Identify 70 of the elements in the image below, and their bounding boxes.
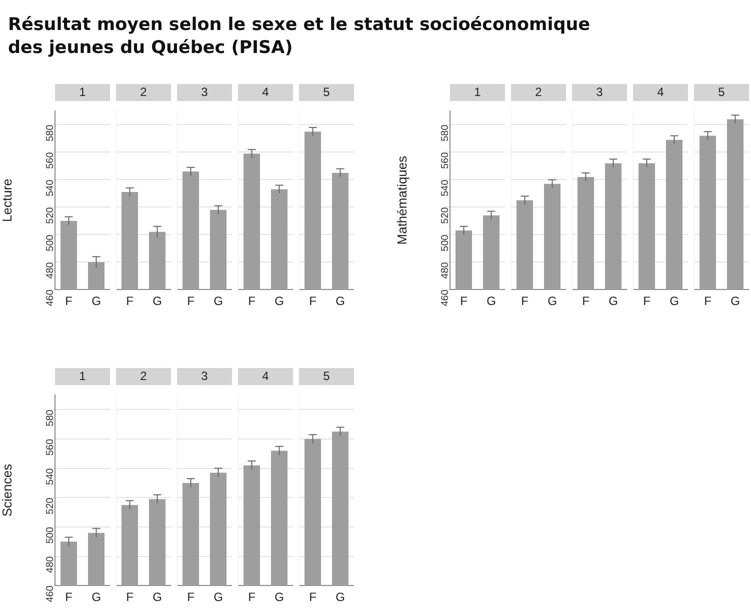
y-tick-label: 480 bbox=[44, 262, 56, 279]
x-tick-label: G bbox=[670, 294, 679, 308]
x-tick-label: G bbox=[152, 590, 162, 604]
x-tick-label: G bbox=[336, 294, 345, 308]
x-tick-label: F bbox=[126, 294, 134, 308]
y-tick-label: 520 bbox=[44, 497, 56, 514]
x-tick-label: G bbox=[92, 590, 101, 604]
y-tick-label: 560 bbox=[44, 438, 56, 456]
y-tick-label: 540 bbox=[44, 468, 56, 485]
y-tick-label: 560 bbox=[440, 152, 451, 169]
x-tick-label: F bbox=[248, 590, 256, 604]
x-tick-label: F bbox=[65, 590, 72, 604]
x-tick-label: G bbox=[214, 590, 223, 604]
y-tick-label: 460 bbox=[44, 289, 56, 306]
chart-title: 2 bbox=[511, 84, 566, 101]
x-tick-label: G bbox=[336, 590, 345, 604]
chart-title: 5 bbox=[299, 84, 354, 101]
x-tick-label: F bbox=[309, 590, 316, 604]
x-tick-label: F bbox=[187, 590, 194, 604]
y-tick-label: 520 bbox=[44, 206, 56, 224]
chart-title: 4 bbox=[238, 368, 293, 385]
y-tick-label: 560 bbox=[44, 152, 56, 169]
chart-title: 5 bbox=[694, 84, 749, 101]
x-tick-label: F bbox=[582, 294, 590, 308]
x-tick-label: F bbox=[309, 294, 316, 308]
y-tick-label: 580 bbox=[44, 124, 56, 142]
chart-title: 2 bbox=[116, 84, 171, 101]
chart-title: 3 bbox=[177, 368, 232, 385]
y-axis-title: Lecture bbox=[0, 178, 14, 222]
y-tick-label: 480 bbox=[44, 556, 56, 573]
y-tick-label: 500 bbox=[440, 234, 451, 252]
chart-title: 4 bbox=[633, 84, 688, 101]
chart-title: 3 bbox=[177, 84, 232, 101]
x-tick-label: F bbox=[187, 294, 194, 308]
x-tick-label: G bbox=[92, 294, 101, 308]
y-tick-label: 480 bbox=[440, 262, 451, 279]
y-axis-title: Sciences bbox=[0, 463, 14, 517]
y-tick-label: 540 bbox=[440, 179, 451, 196]
chart-title: 5 bbox=[299, 368, 354, 385]
x-tick-label: G bbox=[274, 294, 284, 308]
x-tick-label: F bbox=[126, 590, 134, 604]
y-tick-label: 580 bbox=[440, 124, 451, 142]
y-tick-label: 500 bbox=[44, 526, 56, 544]
x-tick-label: F bbox=[460, 294, 468, 308]
x-tick-label: F bbox=[521, 294, 528, 308]
x-tick-label: G bbox=[548, 294, 557, 308]
y-tick-label: 460 bbox=[44, 585, 56, 602]
y-tick-label: 500 bbox=[44, 234, 56, 252]
x-tick-label: G bbox=[214, 294, 223, 308]
x-tick-label: G bbox=[152, 294, 162, 308]
text: Résultat moyen selon le sexe et le statut socioéconomique des jeunes du Québec (PISA) bbox=[8, 14, 592, 60]
y-tick-label: 540 bbox=[44, 179, 56, 196]
chart-title: 4 bbox=[238, 84, 293, 101]
x-tick-label: F bbox=[704, 294, 712, 308]
chart-title: 3 bbox=[572, 84, 627, 101]
x-tick-label: G bbox=[274, 590, 284, 604]
chart-title: 1 bbox=[55, 84, 110, 101]
x-tick-label: G bbox=[608, 294, 618, 308]
x-tick-label: F bbox=[643, 294, 650, 308]
y-axis-title: Mathématiques bbox=[394, 155, 410, 245]
chart-title: 2 bbox=[116, 368, 171, 385]
x-tick-label: F bbox=[248, 294, 256, 308]
chart-title: 1 bbox=[55, 368, 110, 385]
y-tick-label: 460 bbox=[440, 289, 451, 306]
y-tick-label: 580 bbox=[44, 409, 56, 426]
x-tick-label: G bbox=[730, 294, 740, 308]
chart-title: 1 bbox=[450, 84, 505, 101]
y-tick-label: 520 bbox=[440, 206, 451, 224]
x-tick-label: F bbox=[65, 294, 72, 308]
x-tick-label: G bbox=[486, 294, 496, 308]
